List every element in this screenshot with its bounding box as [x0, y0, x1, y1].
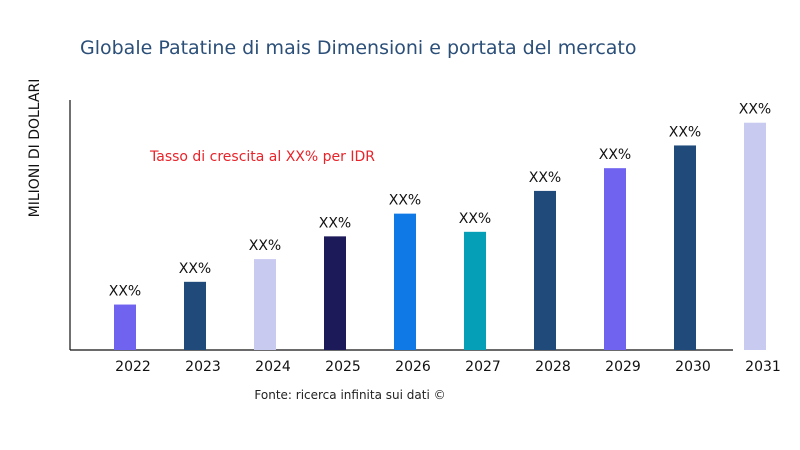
data-label-2025: XX% [319, 215, 351, 231]
bar-2023 [184, 281, 206, 350]
bar-2025 [324, 236, 346, 350]
x-tick-2028: 2028 [535, 359, 571, 375]
bar-2028 [534, 190, 556, 350]
bar-2029 [604, 168, 626, 350]
data-label-2029: XX% [599, 147, 631, 163]
x-tick-2022: 2022 [115, 359, 151, 375]
source-note: Fonte: ricerca infinita sui dati © [254, 388, 446, 402]
x-tick-2030: 2030 [675, 359, 711, 375]
bar-2027 [464, 231, 486, 350]
data-label-2023: XX% [179, 261, 211, 277]
bar-2030 [674, 145, 696, 350]
x-tick-2025: 2025 [325, 359, 361, 375]
data-label-2026: XX% [389, 193, 421, 209]
x-tick-2027: 2027 [465, 359, 501, 375]
x-tick-2023: 2023 [185, 359, 221, 375]
bar-2022 [114, 304, 136, 350]
bar-2031 [744, 122, 766, 351]
data-label-2024: XX% [249, 238, 281, 254]
x-tick-2024: 2024 [255, 359, 291, 375]
x-tick-2029: 2029 [605, 359, 641, 375]
bar-2026 [394, 213, 416, 350]
data-label-2022: XX% [109, 284, 141, 300]
data-label-2028: XX% [529, 170, 561, 186]
data-label-2031: XX% [739, 102, 771, 118]
x-tick-2031: 2031 [745, 359, 781, 375]
growth-annotation: Tasso di crescita al XX% per IDR [149, 149, 375, 165]
chart-title: Globale Patatine di mais Dimensioni e po… [80, 37, 637, 59]
x-tick-2026: 2026 [395, 359, 431, 375]
data-label-2030: XX% [669, 124, 701, 140]
bar-2024 [254, 259, 276, 350]
data-label-2027: XX% [459, 211, 491, 227]
